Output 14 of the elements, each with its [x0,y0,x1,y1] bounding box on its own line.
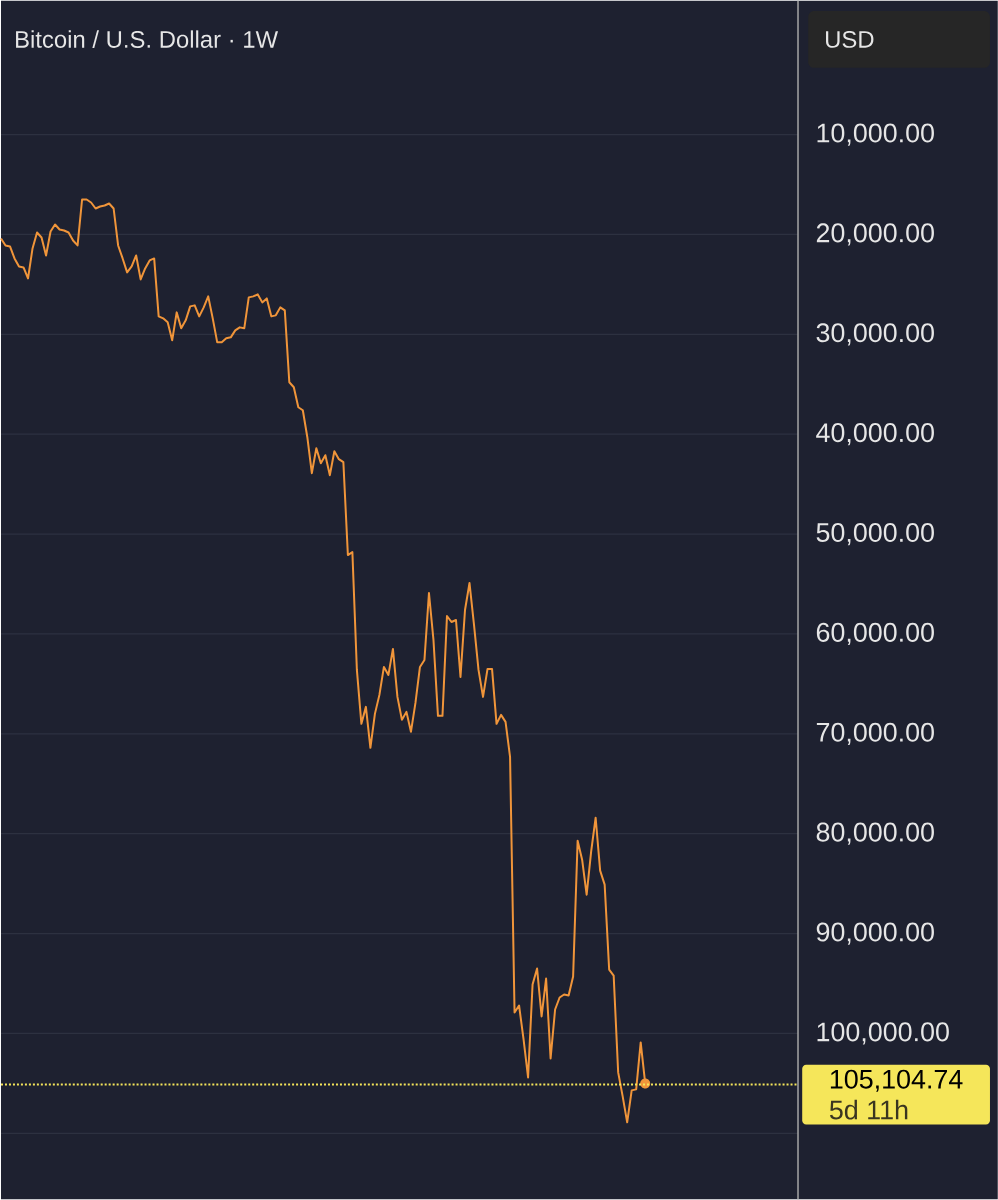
text: Bitcoin / U.S. Dollar · 1W [16,30,279,48]
ref-line-label: 105,104.74 [831,1069,963,1092]
y-tick-label: 80,000.00 [816,822,935,845]
y-tick-label: 60,000.00 [816,622,935,646]
y-tick-label: 100,000.00 [817,1022,950,1045]
text: USD [826,30,874,48]
y-tick-label: 10,000.00 [817,123,935,146]
y-tick-label: 30,000.00 [816,323,935,346]
text: 5d 11h [830,1099,908,1120]
y-tick-label: 70,000.00 [817,722,935,745]
y-tick-label: 90,000.00 [816,922,935,945]
y-tick-label: 20,000.00 [816,223,935,246]
y-tick-label: 40,000.00 [816,423,935,446]
y-tick-label: 50,000.00 [816,523,935,546]
